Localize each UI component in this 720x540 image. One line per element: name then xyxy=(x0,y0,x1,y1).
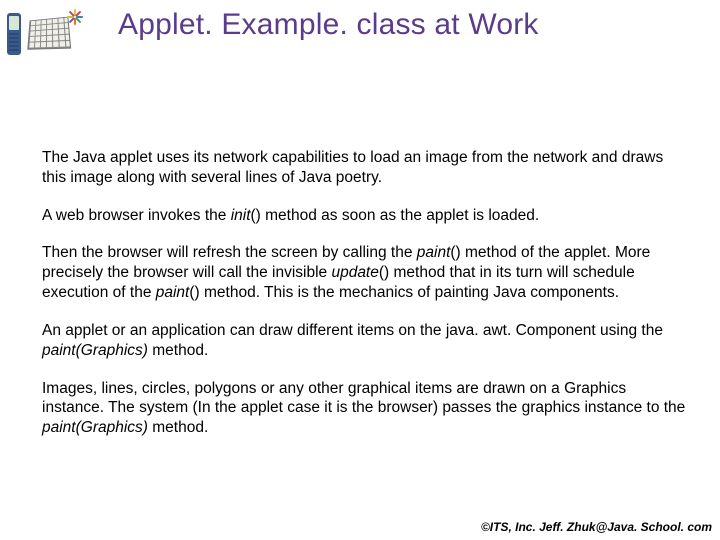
italic-paint-graphics: paint(Graphics) xyxy=(42,342,148,359)
text: method. xyxy=(148,419,208,436)
page-title: Applet. Example. class at Work xyxy=(118,8,539,42)
italic-paint: paint xyxy=(156,284,190,301)
text: method. xyxy=(148,342,208,359)
text: () method. This is the mechanics of pain… xyxy=(189,284,619,301)
text: A web browser invokes the xyxy=(42,207,231,224)
italic-paint: paint xyxy=(417,244,451,261)
body-content: The Java applet uses its network capabil… xyxy=(42,148,690,456)
paragraph-5: Images, lines, circles, polygons or any … xyxy=(42,379,690,438)
paragraph-3: Then the browser will refresh the screen… xyxy=(42,243,690,302)
burst-icon xyxy=(65,7,85,27)
header-decoration xyxy=(5,5,85,60)
text: Then the browser will refresh the screen… xyxy=(42,244,417,261)
italic-init: init xyxy=(231,207,251,224)
paragraph-2: A web browser invokes the init() method … xyxy=(42,206,690,226)
text: An applet or an application can draw dif… xyxy=(42,322,663,339)
italic-paint-graphics: paint(Graphics) xyxy=(42,419,148,436)
paragraph-1: The Java applet uses its network capabil… xyxy=(42,148,690,188)
text: Images, lines, circles, polygons or any … xyxy=(42,380,685,417)
paragraph-4: An applet or an application can draw dif… xyxy=(42,321,690,361)
phone-icon xyxy=(7,13,21,55)
italic-update: update xyxy=(331,264,378,281)
text: () method as soon as the applet is loade… xyxy=(251,207,540,224)
footer-copyright: ©ITS, Inc. Jeff. Zhuk@Java. School. com xyxy=(481,520,712,534)
